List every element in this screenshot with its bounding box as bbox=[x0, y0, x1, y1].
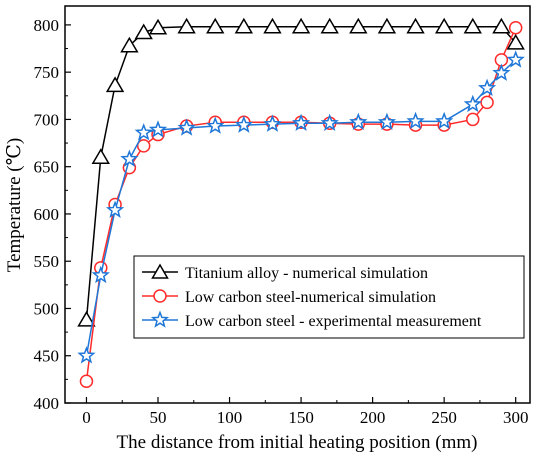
data-point-circle bbox=[136, 139, 151, 153]
x-tick-label: 250 bbox=[431, 408, 457, 427]
data-point-triangle bbox=[148, 18, 168, 35]
data-point-triangle bbox=[234, 17, 254, 34]
data-point-triangle bbox=[406, 17, 425, 34]
data-point-triangle bbox=[177, 17, 196, 34]
data-point-triangle bbox=[120, 36, 139, 53]
data-point-triangle bbox=[206, 17, 225, 34]
data-point-triangle bbox=[320, 17, 339, 34]
x-tick-label: 200 bbox=[360, 408, 386, 427]
data-point-star bbox=[234, 115, 253, 133]
data-point-triangle bbox=[263, 17, 282, 34]
x-tick-label: 50 bbox=[150, 408, 167, 427]
data-point-star bbox=[506, 50, 525, 68]
y-tick-label: 650 bbox=[34, 158, 60, 177]
data-point-star bbox=[177, 118, 196, 136]
legend-box bbox=[133, 255, 525, 339]
legend-item-steel-sim: Low carbon steel-numerical simulation bbox=[142, 289, 436, 306]
x-tick-label: 300 bbox=[503, 408, 529, 427]
legend-label-steel-sim: Low carbon steel-numerical simulation bbox=[185, 289, 436, 306]
y-tick-label: 800 bbox=[34, 16, 60, 35]
series-0 bbox=[77, 17, 525, 327]
series-2 bbox=[77, 50, 525, 364]
data-point-star bbox=[463, 94, 482, 113]
data-point-star bbox=[120, 149, 139, 167]
data-point-circle bbox=[508, 20, 523, 35]
data-point-triangle bbox=[91, 148, 110, 164]
legend-item-titanium: Titanium alloy - numerical simulation bbox=[142, 263, 428, 282]
legend: Titanium alloy - numerical simulation Lo… bbox=[133, 255, 525, 339]
data-point-star bbox=[134, 123, 153, 141]
data-point-star bbox=[263, 114, 282, 132]
y-tick-label: 550 bbox=[34, 252, 60, 271]
x-axis-title: The distance from initial heating positi… bbox=[117, 432, 478, 453]
legend-circle-icon bbox=[153, 289, 167, 303]
series-layer bbox=[77, 17, 525, 389]
data-point-star bbox=[477, 78, 497, 96]
data-point-triangle bbox=[349, 17, 368, 34]
legend-triangle-icon bbox=[151, 263, 169, 279]
y-tick-label: 500 bbox=[34, 299, 60, 318]
data-point-star bbox=[406, 111, 425, 130]
legend-item-steel-exp: Low carbon steel - experimental measurem… bbox=[142, 310, 482, 330]
y-tick-label: 700 bbox=[34, 110, 60, 129]
legend-star-icon bbox=[150, 310, 170, 328]
x-tick-label: 0 bbox=[82, 408, 91, 427]
data-point-star bbox=[320, 113, 339, 131]
data-point-circle bbox=[480, 95, 494, 110]
y-tick-label: 750 bbox=[34, 63, 60, 82]
y-tick-label: 600 bbox=[34, 205, 60, 224]
data-point-triangle bbox=[506, 33, 525, 50]
data-point-star bbox=[91, 265, 110, 284]
data-point-star bbox=[492, 63, 511, 81]
data-point-triangle bbox=[492, 17, 511, 34]
x-tick-label: 100 bbox=[217, 408, 243, 427]
tick-labels: 0 50 100 150 200 250 300 400 450 500 550 600 650 700 7… bbox=[34, 16, 529, 427]
data-point-triangle bbox=[377, 17, 397, 34]
legend-label-steel-exp: Low carbon steel - experimental measurem… bbox=[185, 313, 482, 330]
legend-label-titanium: Titanium alloy - numerical simulation bbox=[185, 265, 428, 282]
data-point-triangle bbox=[134, 23, 153, 40]
y-tick-label: 400 bbox=[34, 394, 60, 413]
series-line bbox=[85, 59, 517, 356]
data-point-star bbox=[377, 112, 397, 131]
data-point-star bbox=[105, 200, 125, 218]
y-axis-title: Temperature (℃) bbox=[4, 138, 25, 272]
data-point-star bbox=[77, 346, 96, 364]
data-point-star bbox=[291, 113, 311, 131]
data-point-star bbox=[349, 112, 368, 131]
plot-frame bbox=[64, 5, 531, 404]
data-point-circle bbox=[79, 374, 94, 389]
data-point-circle bbox=[466, 112, 480, 127]
data-point-triangle bbox=[291, 17, 311, 34]
data-point-star bbox=[435, 111, 454, 130]
data-point-triangle bbox=[77, 310, 96, 327]
data-point-star bbox=[148, 120, 168, 138]
x-tick-label: 150 bbox=[288, 408, 314, 427]
data-point-triangle bbox=[463, 17, 482, 34]
y-tick-label: 450 bbox=[34, 347, 60, 366]
data-point-star bbox=[206, 116, 225, 134]
data-point-triangle bbox=[434, 17, 454, 34]
data-point-triangle bbox=[105, 76, 125, 93]
